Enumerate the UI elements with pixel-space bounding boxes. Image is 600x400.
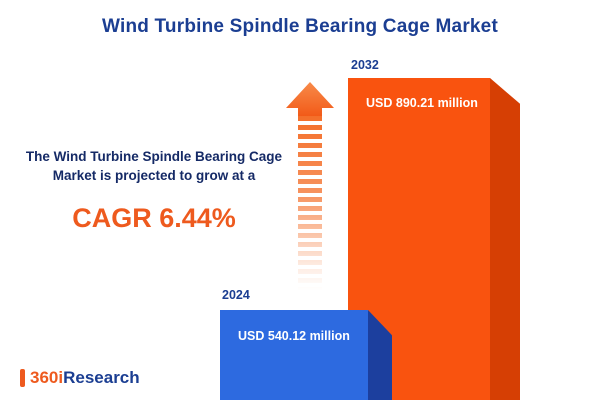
market-description: The Wind Turbine Spindle Bearing Cage Ma… <box>25 149 283 183</box>
logo-mark-icon <box>20 369 25 387</box>
cagr-value: CAGR 6.44% <box>72 203 236 233</box>
bar-2024 <box>220 310 368 400</box>
growth-arrow-trail <box>298 116 322 290</box>
growth-arrow-icon <box>286 82 334 121</box>
page-title: Wind Turbine Spindle Bearing Cage Market <box>102 16 498 37</box>
logo-prefix: 360i <box>30 368 64 387</box>
logo-suffix: Research <box>63 368 140 387</box>
bar-2032-value-label: USD 890.21 million <box>366 96 478 110</box>
bar-2024-year-label: 2024 <box>222 288 250 302</box>
brand-logo: 360i Research <box>20 368 140 388</box>
bar-2024-value-label: USD 540.12 million <box>238 329 350 343</box>
bar-2032-year-label: 2032 <box>351 58 379 72</box>
bar-2032-side-face <box>490 78 520 400</box>
